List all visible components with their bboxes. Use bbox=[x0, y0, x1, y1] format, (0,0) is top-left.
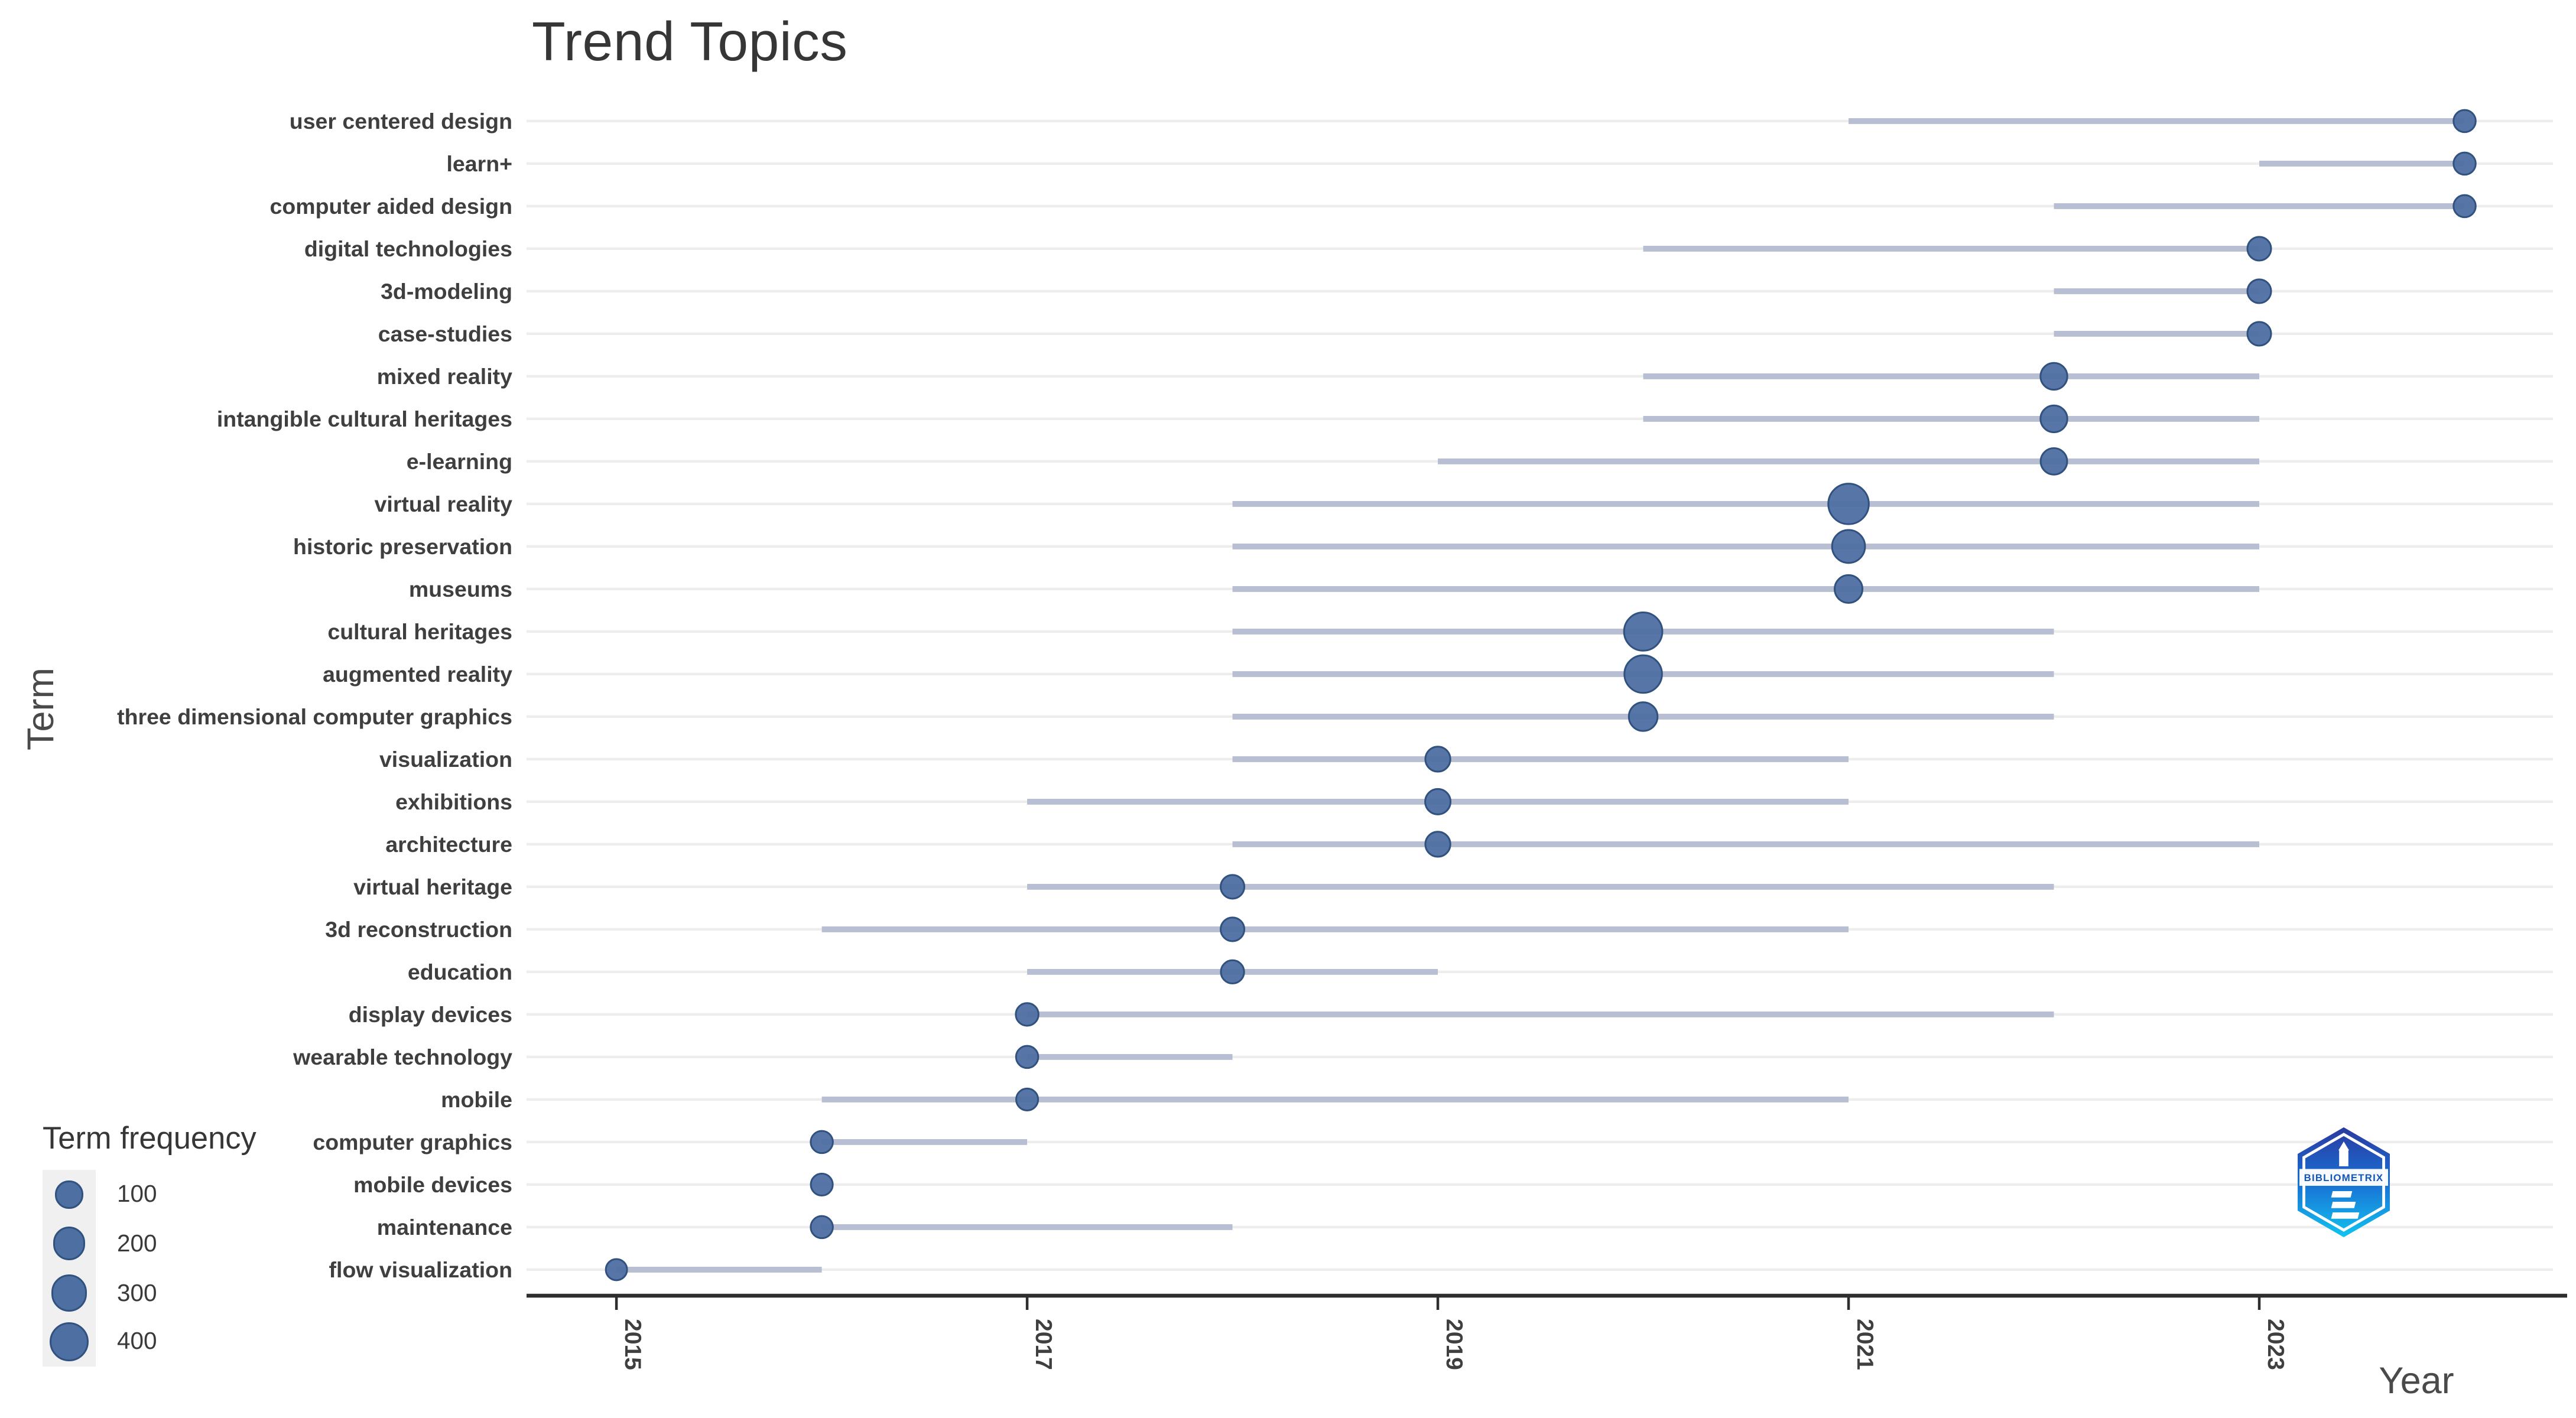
term-frequency-dot bbox=[1623, 612, 1664, 652]
legend-item: 400 bbox=[43, 1317, 256, 1367]
legend-key bbox=[43, 1268, 96, 1318]
y-axis-title: Term bbox=[20, 668, 61, 750]
legend-items: 100 200 300 400 bbox=[43, 1170, 256, 1367]
legend-key bbox=[43, 1219, 96, 1269]
term-frequency-dot bbox=[1831, 529, 1866, 564]
bibliometrix-logo: BIBLIOMETRIX bbox=[2294, 1126, 2393, 1239]
logo-text: BIBLIOMETRIX bbox=[2304, 1172, 2384, 1183]
legend-size-label: 400 bbox=[117, 1328, 157, 1355]
term-frequency-dot bbox=[2452, 194, 2477, 219]
logo-text-band bbox=[2299, 1169, 2388, 1186]
legend-bubble-icon bbox=[53, 1227, 86, 1260]
chart-title: Trend Topics bbox=[532, 11, 848, 73]
y-tick-label: museums bbox=[409, 577, 512, 601]
y-tick-label: computer aided design bbox=[270, 194, 513, 219]
y-tick-label: 3d-modeling bbox=[381, 279, 512, 304]
term-frequency-dot bbox=[1015, 1087, 1040, 1111]
y-tick-label: augmented reality bbox=[323, 662, 512, 687]
term-frequency-dot bbox=[2039, 447, 2068, 476]
x-tick-label: 2015 bbox=[620, 1319, 645, 1370]
y-tick-label: case-studies bbox=[378, 321, 512, 346]
legend-item: 200 bbox=[43, 1219, 256, 1269]
term-frequency-dot bbox=[2039, 362, 2068, 391]
legend-bubble-icon bbox=[50, 1274, 88, 1311]
y-tick-label: visualization bbox=[379, 747, 512, 772]
logo-lighthouse-lantern bbox=[2339, 1150, 2348, 1166]
bibliometrix-logo-icon: BIBLIOMETRIX bbox=[2298, 1127, 2390, 1237]
legend-size-label: 100 bbox=[117, 1181, 157, 1208]
size-legend: Term frequency 100 200 300 400 bbox=[43, 1120, 256, 1367]
legend-title: Term frequency bbox=[43, 1120, 256, 1156]
term-frequency-dot bbox=[2246, 321, 2272, 347]
legend-key bbox=[43, 1170, 96, 1219]
x-axis-title: Year bbox=[2379, 1360, 2454, 1401]
y-tick-label: display devices bbox=[349, 1002, 512, 1027]
term-frequency-dot bbox=[1220, 874, 1246, 900]
x-tick-label: 2021 bbox=[1852, 1319, 1877, 1370]
y-tick-label: flow visualization bbox=[329, 1257, 512, 1282]
term-frequency-dot bbox=[1220, 916, 1246, 942]
y-tick-label: 3d reconstruction bbox=[325, 917, 512, 942]
y-tick-label: maintenance bbox=[377, 1215, 512, 1240]
term-frequency-dot bbox=[1623, 654, 1663, 694]
logo-lighthouse-roof bbox=[2338, 1141, 2349, 1150]
legend-key bbox=[43, 1317, 96, 1367]
term-frequency-dot bbox=[1424, 788, 1452, 815]
term-frequency-dot bbox=[2246, 278, 2272, 304]
y-tick-label: historic preservation bbox=[293, 534, 512, 559]
legend-size-label: 200 bbox=[117, 1230, 157, 1257]
x-tick-label: 2017 bbox=[1031, 1319, 1056, 1370]
y-tick-label: virtual heritage bbox=[353, 874, 512, 899]
term-frequency-dot bbox=[1220, 959, 1245, 985]
term-frequency-dot bbox=[810, 1130, 834, 1154]
legend-bubble-icon bbox=[55, 1180, 83, 1209]
y-tick-label: digital technologies bbox=[304, 236, 512, 261]
term-frequency-dot bbox=[2452, 151, 2477, 176]
y-tick-label: education bbox=[408, 960, 512, 984]
y-tick-label: virtual reality bbox=[375, 492, 513, 516]
term-frequency-dot bbox=[2452, 109, 2477, 134]
y-tick-label: architecture bbox=[385, 832, 512, 857]
logo-hexagon-border bbox=[2302, 1133, 2385, 1232]
y-tick-label: e-learning bbox=[407, 449, 512, 474]
logo-lighthouse-tower bbox=[2331, 1191, 2360, 1219]
legend-item: 300 bbox=[43, 1268, 256, 1318]
legend-bubble-icon bbox=[49, 1321, 89, 1362]
term-frequency-dot bbox=[1424, 746, 1451, 773]
y-tick-label: mixed reality bbox=[377, 364, 512, 389]
term-frequency-dot bbox=[1015, 1045, 1040, 1069]
legend-size-label: 300 bbox=[117, 1279, 157, 1306]
y-tick-label: mobile bbox=[441, 1087, 512, 1112]
term-frequency-dot bbox=[2246, 236, 2272, 262]
y-tick-label: learn+ bbox=[446, 151, 512, 176]
term-frequency-dot bbox=[1015, 1002, 1040, 1027]
y-tick-label: three dimensional computer graphics bbox=[117, 704, 512, 729]
term-frequency-dot bbox=[810, 1172, 834, 1196]
term-frequency-dot bbox=[1628, 701, 1659, 732]
term-frequency-dot bbox=[1834, 574, 1864, 604]
y-tick-label: wearable technology bbox=[293, 1045, 512, 1069]
y-tick-label: exhibitions bbox=[395, 789, 512, 814]
legend-item: 100 bbox=[43, 1170, 256, 1219]
term-frequency-dot bbox=[2039, 404, 2068, 434]
term-frequency-dot bbox=[1827, 483, 1870, 525]
y-tick-label: cultural heritages bbox=[327, 619, 512, 644]
x-tick-label: 2019 bbox=[1441, 1319, 1467, 1370]
x-tick-label: 2023 bbox=[2263, 1319, 2288, 1370]
y-tick-label: intangible cultural heritages bbox=[217, 406, 512, 431]
term-frequency-dot bbox=[1424, 831, 1451, 858]
y-tick-label: mobile devices bbox=[353, 1172, 512, 1197]
y-tick-label: user centered design bbox=[290, 109, 512, 134]
term-frequency-dot bbox=[605, 1258, 628, 1282]
y-tick-label: computer graphics bbox=[313, 1130, 512, 1154]
term-frequency-dot bbox=[810, 1215, 834, 1240]
